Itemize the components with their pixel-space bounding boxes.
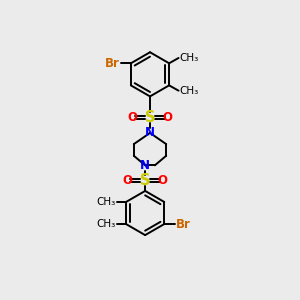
Text: CH₃: CH₃ <box>97 197 116 207</box>
Text: O: O <box>127 111 137 124</box>
Text: O: O <box>122 174 133 187</box>
Text: Br: Br <box>105 57 120 70</box>
Text: CH₃: CH₃ <box>179 53 198 63</box>
Text: N: N <box>140 159 150 172</box>
Text: Br: Br <box>176 218 190 231</box>
Text: S: S <box>140 173 150 188</box>
Text: O: O <box>163 111 173 124</box>
Text: S: S <box>145 110 155 125</box>
Text: CH₃: CH₃ <box>179 86 198 96</box>
Text: N: N <box>145 126 155 140</box>
Text: CH₃: CH₃ <box>97 219 116 229</box>
Text: O: O <box>158 174 168 187</box>
